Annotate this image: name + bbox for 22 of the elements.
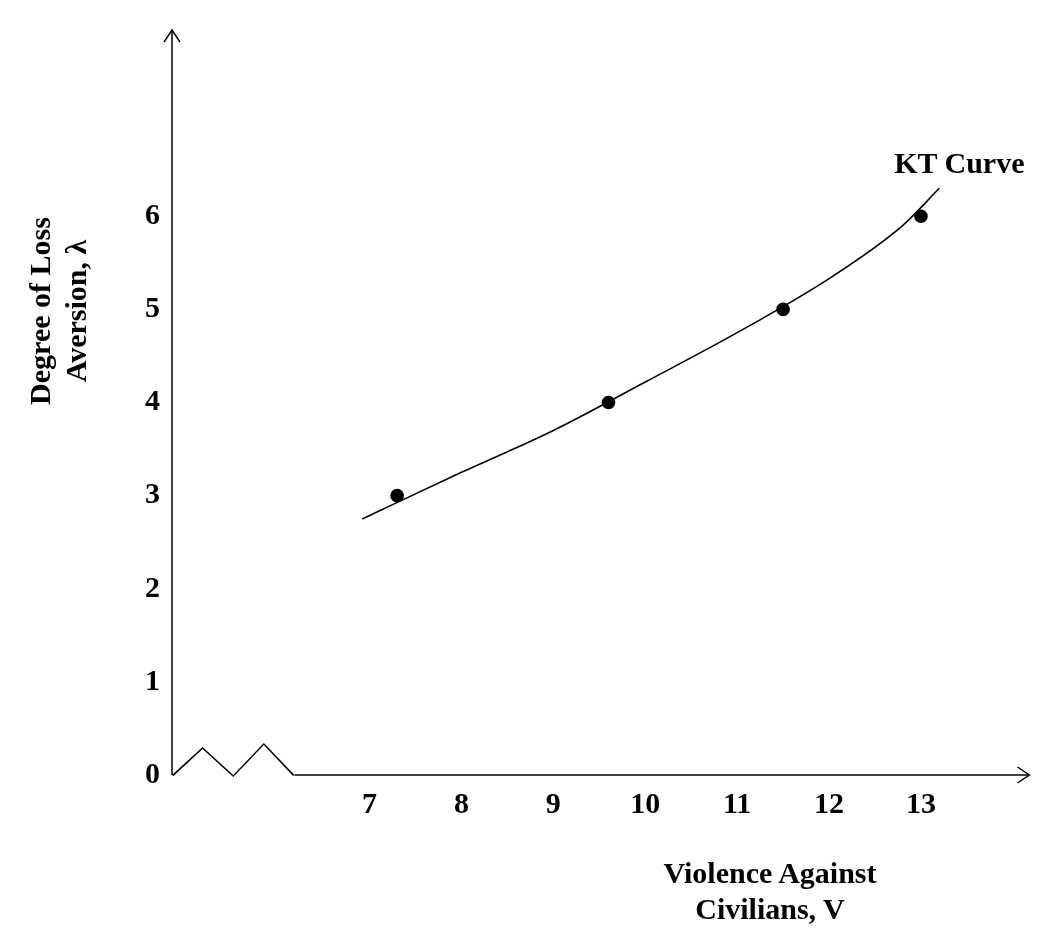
x-tick-label: 7 bbox=[362, 785, 378, 819]
point bbox=[390, 488, 404, 503]
x-axis-title: Violence Against Civilians, V bbox=[662, 855, 878, 927]
point bbox=[914, 209, 928, 224]
line-series bbox=[361, 187, 941, 520]
y-tick-label: 6 bbox=[145, 197, 160, 230]
point bbox=[776, 302, 790, 317]
series-label: KT Curve bbox=[894, 146, 1025, 180]
x-tick-label: 8 bbox=[453, 785, 469, 819]
x-tick-label: 11 bbox=[722, 785, 752, 819]
x-tick-label: 10 bbox=[630, 785, 661, 819]
y-tick-label: 3 bbox=[145, 476, 160, 510]
x-tick-label: 13 bbox=[905, 785, 936, 819]
y-tick-label: 4 bbox=[145, 383, 160, 417]
y-tick-label: 2 bbox=[145, 569, 160, 603]
y-axis-title: Degree of Loss Aversion, λ bbox=[22, 216, 93, 407]
y-tick-label: 5 bbox=[145, 290, 160, 324]
x-tick-label: 12 bbox=[814, 785, 845, 819]
x-tick-label: 9 bbox=[545, 785, 561, 819]
y-tick-label: 0 bbox=[145, 755, 160, 789]
point bbox=[601, 395, 616, 410]
y-tick-label: 1 bbox=[145, 662, 160, 696]
